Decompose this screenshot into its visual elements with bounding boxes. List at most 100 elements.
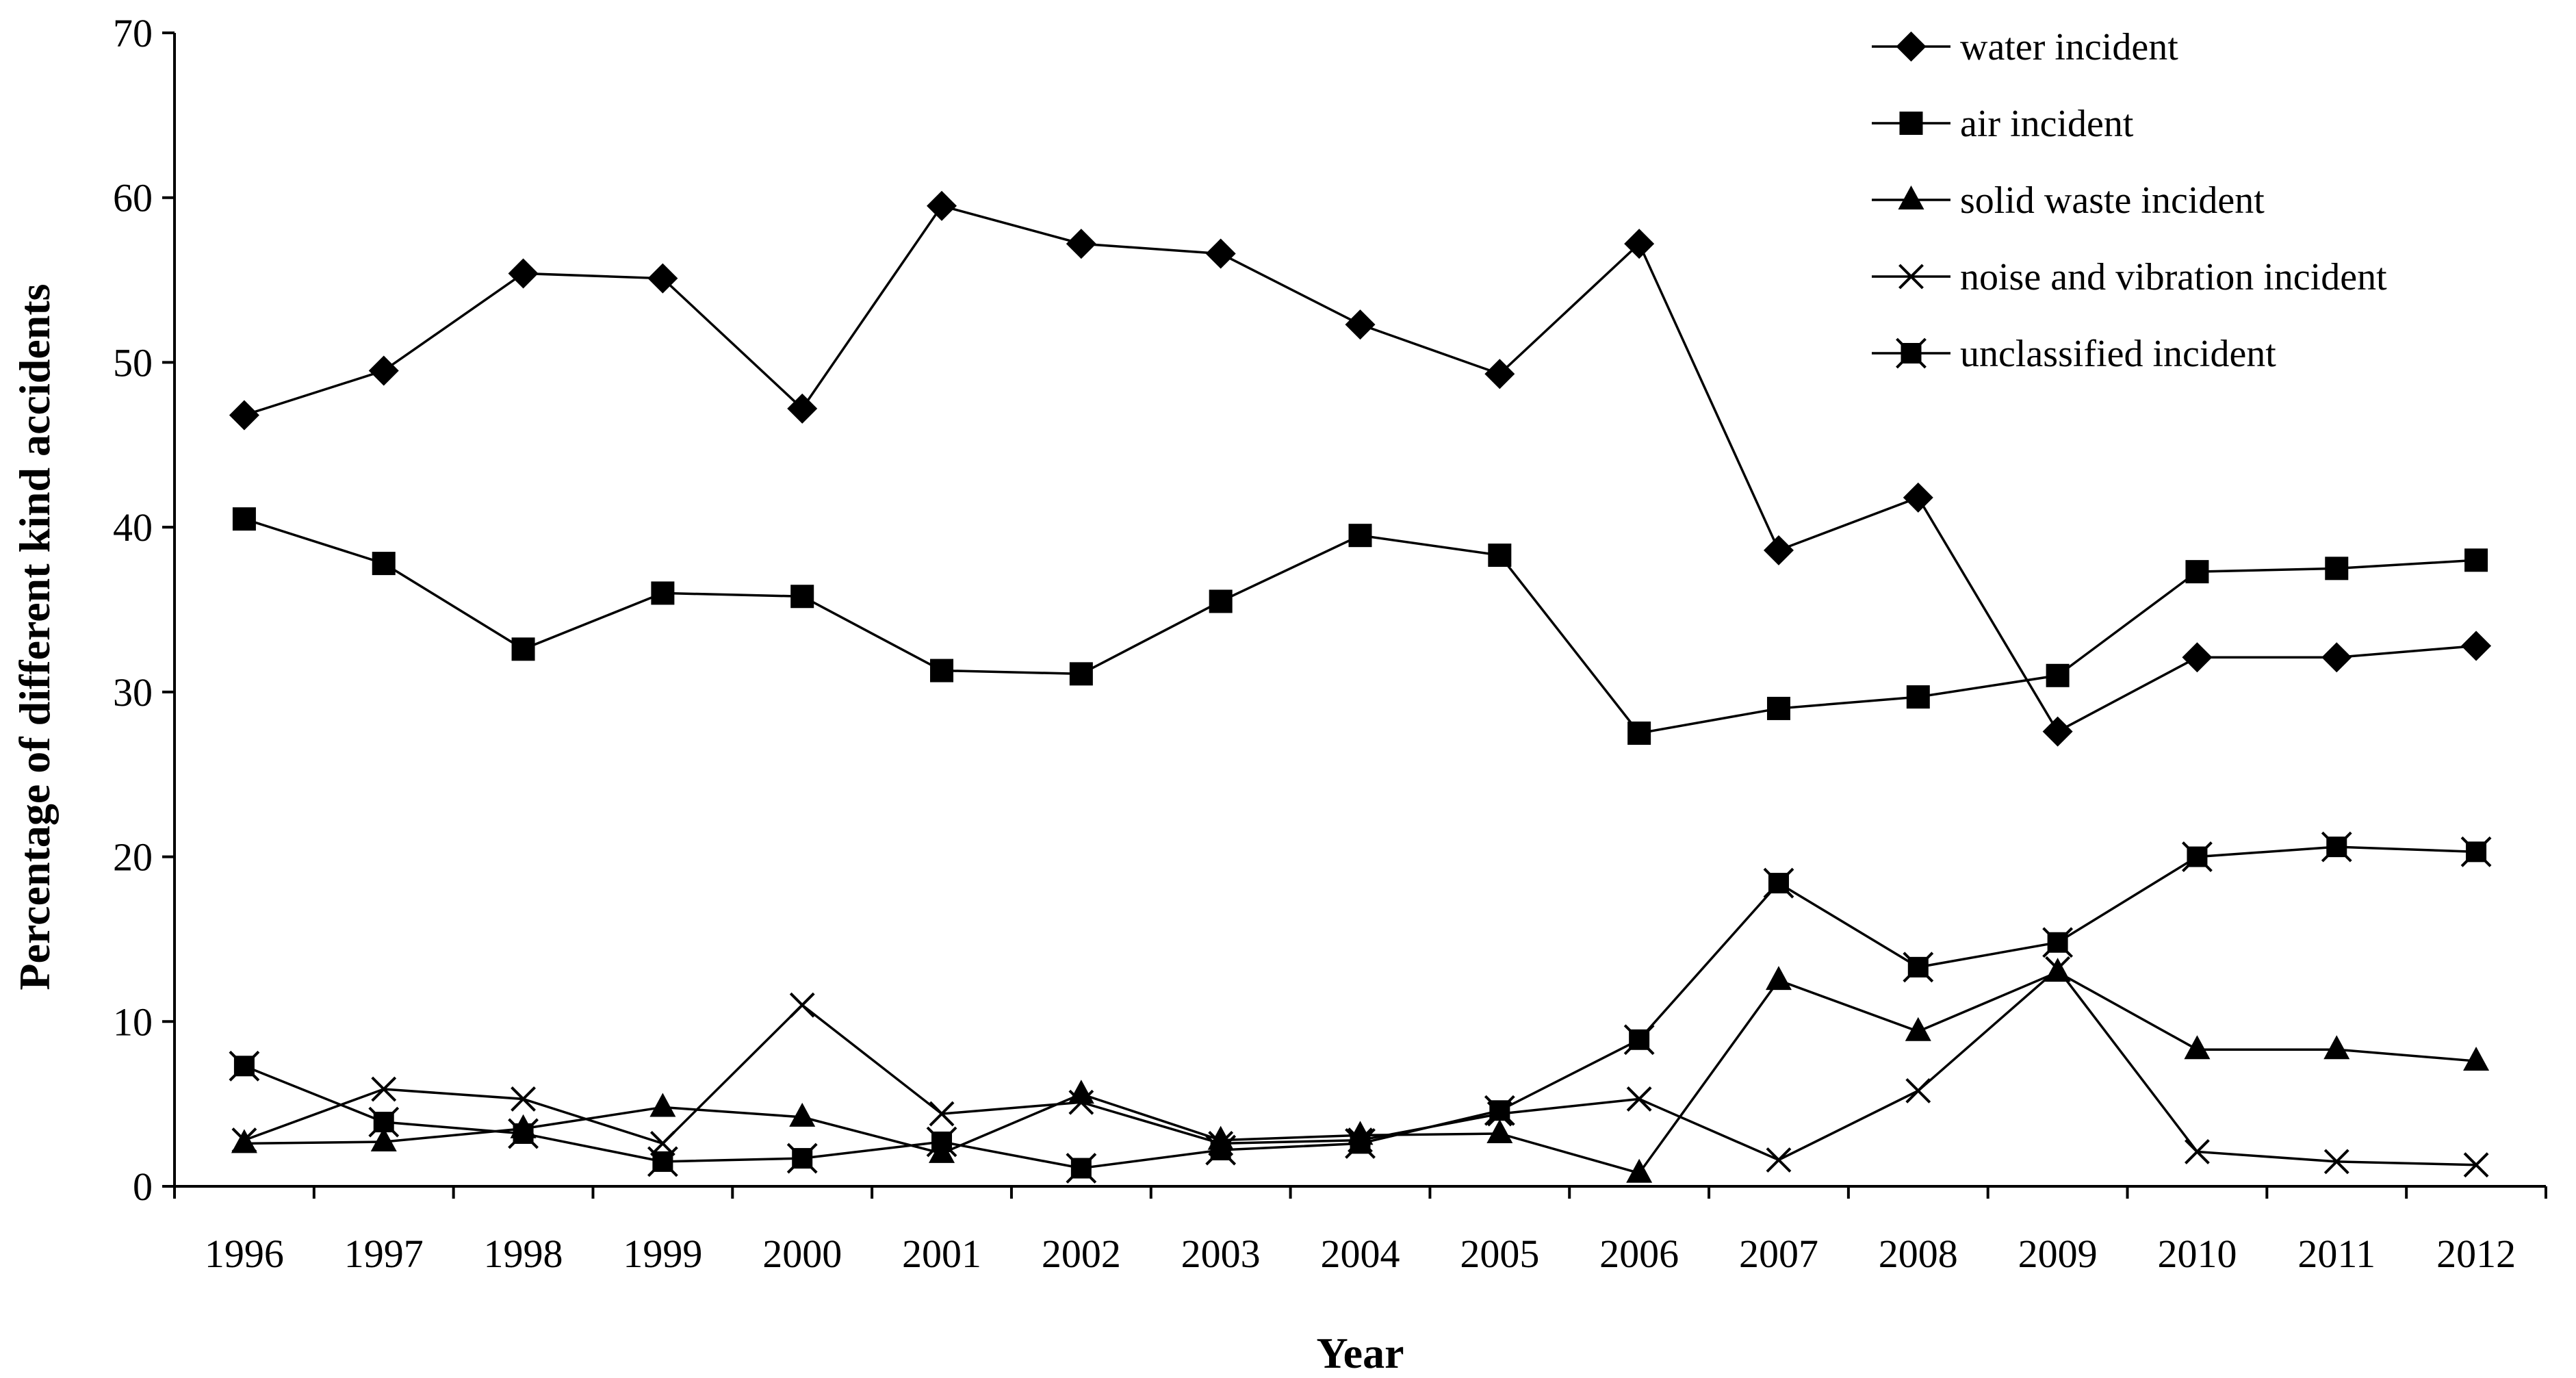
data-point — [1624, 229, 1655, 259]
marker-cross — [786, 1143, 818, 1174]
data-point — [649, 1093, 676, 1117]
data-point — [1066, 1153, 1097, 1184]
data-point — [2325, 557, 2349, 580]
data-point — [508, 258, 539, 289]
data-point — [372, 552, 396, 576]
x-tick-label: 2005 — [1460, 1232, 1539, 1276]
legend-label: water incident — [1960, 26, 2178, 68]
data-point — [2042, 716, 2073, 747]
legend-marker — [1899, 112, 1923, 135]
x-axis-title: Year — [1317, 1329, 1404, 1377]
legend-marker — [1896, 337, 1927, 369]
marker-cross — [647, 1146, 678, 1177]
data-point — [1763, 867, 1794, 899]
data-point — [1209, 589, 1233, 613]
chart-axes: 0 10 20 30 40 50 60 70 1996 1997 1998 1999 2000 2001 2… — [113, 11, 2547, 1276]
data-point — [508, 1118, 539, 1149]
marker-cross — [1623, 1024, 1655, 1056]
data-point — [1626, 1158, 1653, 1183]
x-tick-label: 1998 — [484, 1232, 563, 1276]
marker-cross — [2460, 836, 2492, 867]
series-line — [244, 518, 2477, 735]
marker-cross — [1896, 337, 1927, 369]
data-point — [2046, 663, 2070, 687]
x-tick-label: 2003 — [1181, 1232, 1261, 1276]
x-tick-label: 2010 — [2157, 1232, 2237, 1276]
data-point — [2321, 831, 2352, 863]
marker-cross — [1763, 867, 1794, 899]
marker-cross — [508, 1118, 539, 1149]
legend-marker — [1898, 264, 1924, 290]
legend-label: unclassified incident — [1960, 333, 2276, 375]
x-tick-label: 2002 — [1042, 1232, 1121, 1276]
x-tick-label: 2004 — [1321, 1232, 1400, 1276]
marker-cross — [926, 1126, 957, 1158]
data-point — [231, 1127, 257, 1153]
data-point — [1066, 229, 1096, 259]
data-point — [511, 1086, 536, 1112]
data-point — [232, 507, 256, 531]
marker-cross — [229, 1050, 260, 1082]
data-point — [370, 1127, 397, 1152]
legend-label: solid waste incident — [1960, 179, 2265, 222]
data-point — [2464, 548, 2488, 572]
data-point — [927, 190, 957, 221]
data-point — [2460, 836, 2492, 867]
x-tick-label: 1997 — [344, 1232, 424, 1276]
marker-cross — [2042, 927, 2074, 958]
legend-marker — [1898, 186, 1924, 209]
legend-item: air incident — [1872, 103, 2134, 145]
data-point — [2185, 560, 2209, 584]
data-point — [229, 1050, 260, 1082]
legend-item: solid waste incident — [1872, 179, 2265, 222]
data-point — [2321, 642, 2352, 673]
data-point — [2463, 1152, 2489, 1178]
data-point — [790, 585, 814, 609]
marker-cross — [368, 1106, 400, 1138]
y-tick-label: 0 — [133, 1164, 153, 1209]
marker-cross — [1484, 1095, 1515, 1126]
data-point — [2184, 1035, 2211, 1060]
legend-label: air incident — [1960, 103, 2134, 145]
x-tick-label: 2012 — [2436, 1232, 2516, 1276]
series-air-incident — [232, 507, 2488, 745]
series-water-incident — [229, 190, 2492, 747]
y-axis-title: Percentage of different kind accidents — [10, 283, 59, 990]
data-point — [1068, 1089, 1094, 1115]
data-point — [1905, 1077, 1931, 1103]
data-point — [930, 659, 954, 682]
data-point — [371, 1076, 397, 1102]
data-point — [787, 393, 818, 424]
x-tick-label: 2001 — [902, 1232, 981, 1276]
data-point — [1205, 238, 1236, 269]
y-tick-label: 60 — [113, 176, 153, 220]
marker-cross — [1903, 952, 1934, 983]
data-point — [1486, 1119, 1513, 1143]
series-noise-and-vibration-incident — [231, 956, 2489, 1178]
data-point — [1766, 696, 1790, 720]
marker-cross — [1345, 1127, 1376, 1159]
data-point — [229, 400, 259, 431]
data-point — [1766, 1147, 1792, 1173]
data-point — [1484, 1095, 1515, 1126]
y-tick-label: 10 — [113, 999, 153, 1044]
data-point — [1345, 1127, 1376, 1159]
data-point — [1905, 1017, 1931, 1041]
data-point — [368, 1106, 400, 1138]
data-point — [647, 263, 678, 294]
data-point — [2461, 630, 2492, 661]
x-tick-label: 2009 — [2018, 1232, 2098, 1276]
y-tick-label: 40 — [113, 505, 153, 550]
legend-label: noise and vibration incident — [1960, 256, 2387, 298]
data-point — [789, 992, 815, 1018]
legend-marker — [1896, 31, 1927, 62]
x-tick-label: 2006 — [1599, 1232, 1679, 1276]
data-point — [511, 637, 535, 661]
data-point — [368, 355, 399, 386]
x-tick-label: 2008 — [1879, 1232, 1958, 1276]
y-tick-label: 70 — [113, 11, 153, 55]
data-point — [1626, 1086, 1652, 1112]
legend-item: water incident — [1872, 26, 2178, 68]
data-point — [2323, 1149, 2349, 1175]
